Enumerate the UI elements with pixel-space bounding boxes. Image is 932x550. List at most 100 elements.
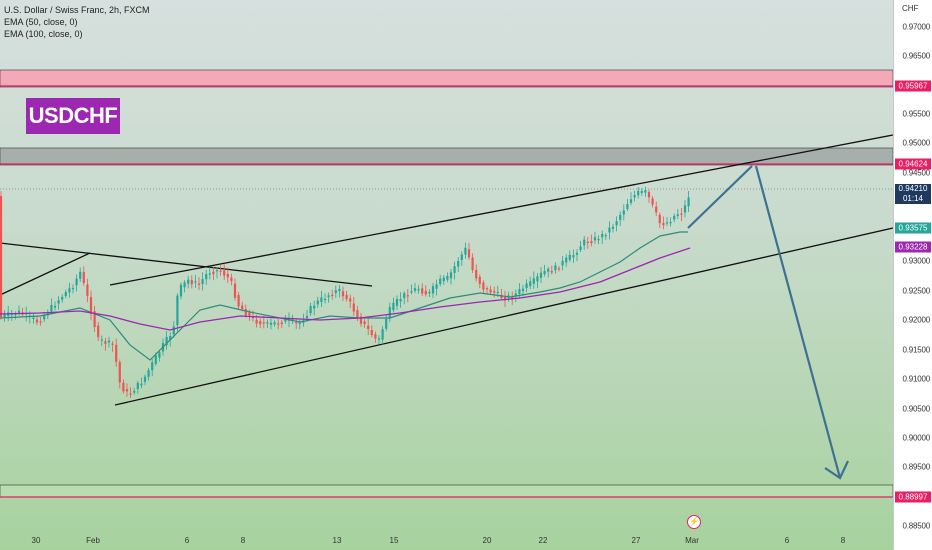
candle-body xyxy=(147,370,150,377)
candle-body xyxy=(593,237,597,241)
trendline-peak xyxy=(109,265,211,286)
candle-body xyxy=(651,198,654,205)
candle-body xyxy=(125,389,129,392)
chart-area[interactable]: U.S. Dollar / Swiss Franc, 2h, FXCM EMA … xyxy=(0,0,893,550)
candle-body xyxy=(100,339,103,341)
support-zone xyxy=(0,484,893,498)
candle-body xyxy=(626,203,629,209)
legend-ema100[interactable]: EMA (100, close, 0) xyxy=(4,29,83,39)
candle-body xyxy=(64,292,67,296)
candle-body xyxy=(676,214,679,216)
candle-body xyxy=(529,281,532,286)
resistance-zone-mid xyxy=(0,147,893,166)
candle-body xyxy=(118,362,121,383)
candle-body xyxy=(633,195,636,198)
candle-body xyxy=(111,343,114,345)
axis-tick: 0.93000 xyxy=(902,256,930,266)
candle-body xyxy=(237,295,240,307)
candle-body xyxy=(615,221,618,226)
candle-body xyxy=(172,326,175,335)
candle-body xyxy=(280,322,283,325)
candle-body xyxy=(208,273,211,275)
candle-body xyxy=(143,376,147,382)
candle-body xyxy=(370,330,373,336)
projection-down-arrow xyxy=(754,165,842,479)
candle-body xyxy=(349,298,352,302)
ema-50-line xyxy=(0,231,688,361)
axis-tick: 0.92000 xyxy=(902,315,930,325)
candle-body xyxy=(89,297,93,315)
chart-canvas[interactable] xyxy=(0,0,893,550)
date-label: 15 xyxy=(389,536,399,545)
candle-body xyxy=(75,278,78,286)
date-label: Mar xyxy=(685,536,699,545)
candle-body xyxy=(478,276,481,284)
price-tag-ema50: 0.93575 xyxy=(895,222,931,234)
candle-body xyxy=(575,252,579,255)
candle-body xyxy=(212,271,215,275)
candle-body xyxy=(410,291,413,293)
candle-body xyxy=(345,294,348,300)
axis-tick: 0.90500 xyxy=(902,404,930,414)
candle-body xyxy=(356,310,359,319)
candle-body xyxy=(496,291,499,294)
candle-body xyxy=(341,291,345,297)
candle-body xyxy=(464,247,467,255)
candle-body xyxy=(687,197,690,207)
candle-body xyxy=(680,213,683,215)
candle-body xyxy=(489,289,492,293)
price-axis[interactable]: CHF 0.97000 0.96500 0.95500 0.95000 0.94… xyxy=(893,0,932,550)
candle-body xyxy=(601,233,604,238)
price-tag-ema100: 0.93228 xyxy=(895,241,931,253)
candle-body xyxy=(521,288,525,292)
candle-body xyxy=(169,335,172,340)
candle-body xyxy=(219,270,222,272)
candle-body xyxy=(367,325,370,330)
candle-body xyxy=(518,289,521,294)
axis-tick: 0.91500 xyxy=(902,345,930,355)
candle-body xyxy=(93,311,96,328)
candle-body xyxy=(35,319,39,323)
candle-body xyxy=(417,289,420,291)
candle-body xyxy=(266,322,269,324)
candle-body xyxy=(43,315,46,320)
candle-body xyxy=(115,344,118,362)
candle-body xyxy=(363,321,366,325)
candle-body xyxy=(644,190,647,193)
candle-body xyxy=(244,309,247,316)
candle-body xyxy=(583,239,586,246)
candle-body xyxy=(611,226,615,229)
candle-body xyxy=(284,319,287,322)
current-price-value: 0.94210 xyxy=(898,184,928,193)
candle-body xyxy=(442,277,445,282)
candle-body xyxy=(550,271,553,273)
candle-body xyxy=(316,300,319,305)
candle-body xyxy=(539,272,543,278)
candle-body xyxy=(475,269,478,279)
axis-tick: 0.95000 xyxy=(902,138,930,148)
candle-body xyxy=(269,322,273,325)
legend-ema50[interactable]: EMA (50, close, 0) xyxy=(4,17,78,27)
candle-body xyxy=(273,322,276,325)
candle-body xyxy=(14,313,17,315)
candle-body xyxy=(151,362,154,371)
lightning-icon[interactable]: ⚡ xyxy=(687,515,701,529)
candle-body xyxy=(140,383,143,386)
candle-body xyxy=(323,298,327,301)
date-label: 13 xyxy=(332,536,342,545)
candle-body xyxy=(179,284,183,297)
candle-body xyxy=(377,338,381,340)
axis-tick: 0.92500 xyxy=(902,286,930,296)
candle-body xyxy=(352,303,355,312)
candle-body xyxy=(485,288,489,290)
price-tag-support: 0.88997 xyxy=(895,491,931,503)
candle-body xyxy=(622,210,625,215)
candle-body xyxy=(547,268,550,272)
candle-body xyxy=(176,295,179,326)
ema-100-line xyxy=(0,247,691,331)
candle-body xyxy=(460,254,463,260)
candle-body xyxy=(467,249,471,258)
candle-body xyxy=(165,336,168,346)
candle-body xyxy=(608,227,611,233)
candle-body xyxy=(71,287,75,290)
